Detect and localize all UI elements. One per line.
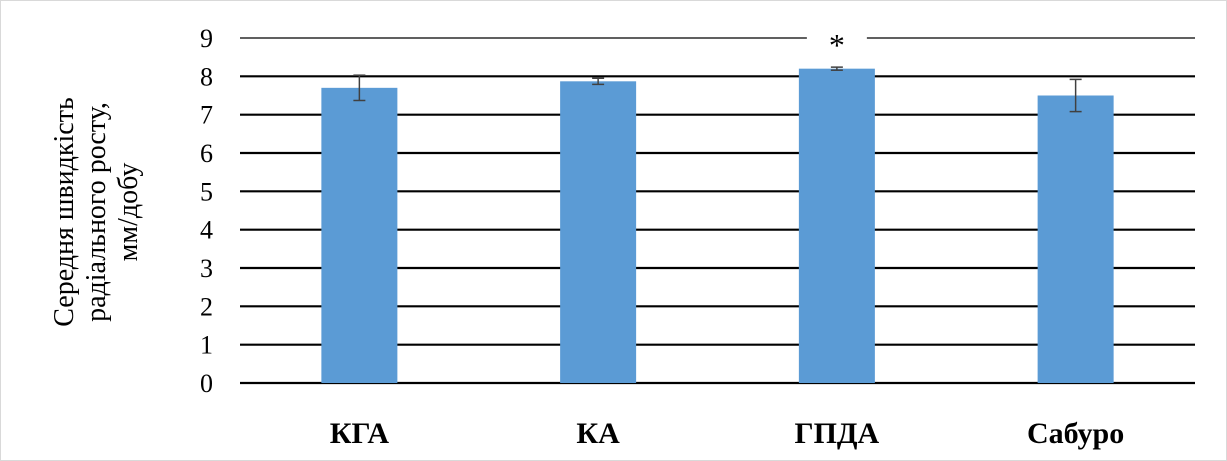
significance-marker: * (829, 27, 845, 63)
y-tick-label: 3 (200, 254, 213, 283)
x-tick-label: ГПДА (795, 417, 880, 450)
error-bar (830, 66, 843, 71)
x-tick-label: Сабуро (1027, 417, 1124, 450)
y-tick-label: 4 (200, 216, 213, 245)
y-tick-label: 2 (200, 292, 213, 321)
error-bar (592, 77, 605, 86)
annotations: * (806, 22, 867, 63)
y-tick-label: 9 (200, 24, 213, 53)
gridlines (240, 37, 1195, 385)
y-tick-label: 1 (200, 331, 213, 360)
y-tick-labels: 0 1 2 3 4 5 6 7 8 9 (200, 24, 213, 398)
error-bar (353, 74, 366, 102)
x-tick-label: КГА (330, 417, 390, 450)
y-tick-label: 7 (200, 101, 213, 130)
bar (798, 68, 875, 384)
y-tick-label: 0 (200, 369, 213, 398)
y-axis-label-line: радіального росту, (81, 102, 112, 322)
y-tick-label: 8 (200, 62, 213, 91)
annotation-background (806, 22, 867, 48)
x-tick-label: КА (576, 417, 620, 450)
bars (321, 68, 1114, 384)
y-tick-label: 5 (200, 177, 213, 206)
bar (560, 81, 637, 384)
error-bars (353, 66, 1082, 113)
error-bar (1069, 78, 1082, 113)
y-axis-label: Середня швидкістьрадіального росту,мм/до… (49, 97, 144, 326)
bar (321, 87, 398, 383)
y-tick-label: 6 (200, 139, 213, 168)
bar (1037, 95, 1114, 383)
y-axis-label-line: мм/добу (113, 163, 144, 262)
y-axis-label-line: Середня швидкість (49, 97, 80, 326)
x-tick-labels: КГА КА ГПДА Сабуро (330, 417, 1124, 450)
